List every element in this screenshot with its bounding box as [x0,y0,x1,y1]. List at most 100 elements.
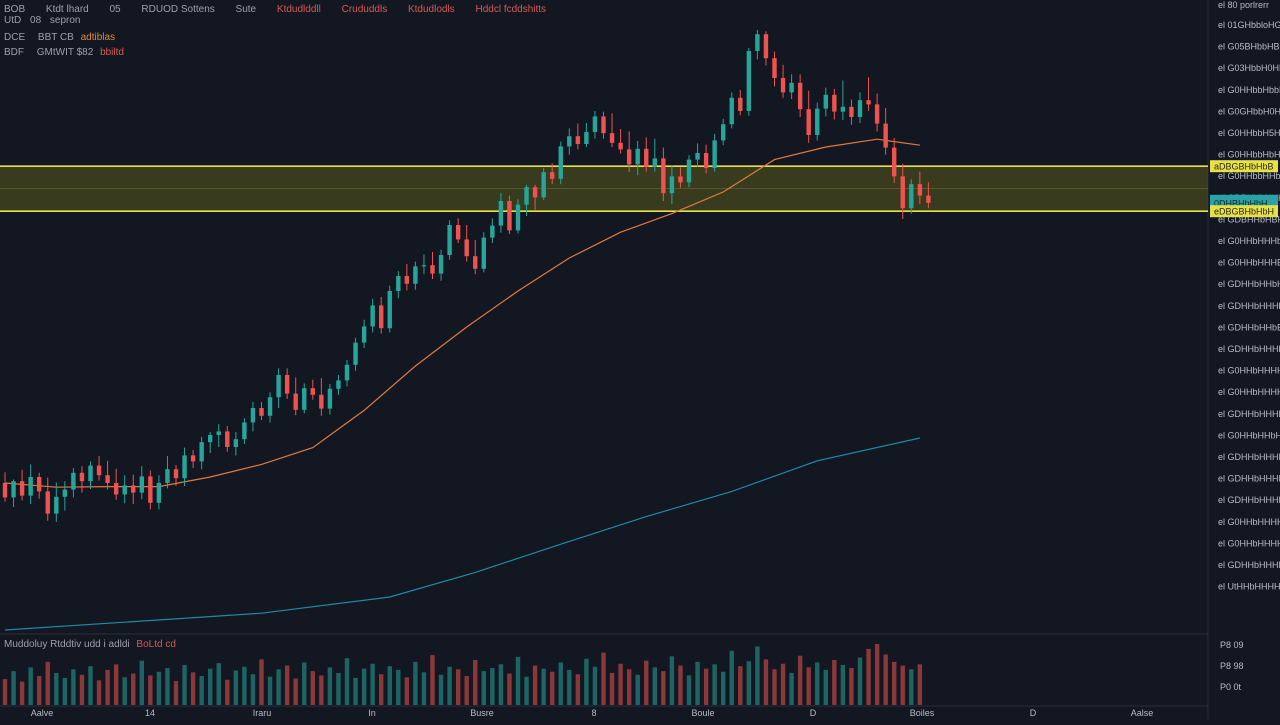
candle-body [780,78,786,93]
volume-bar [447,666,452,705]
price-axis-tick-label: el G0HHbHHHBH [1218,258,1280,268]
volume-bar [370,663,375,705]
candle-body [173,469,179,479]
candle-body [900,176,905,209]
time-axis-label: Aalse [1131,708,1154,718]
price-axis-tick-label: el GDHHbHHHHH [1218,495,1280,505]
candle-body [438,255,444,274]
candle-body [79,472,85,482]
volume-bar [909,669,914,705]
volume-bar [532,665,538,705]
candle-body [601,116,606,134]
candle-body [721,124,726,141]
volume-bar [481,671,486,705]
resistance-bottom-price-tag-bg [1210,205,1278,218]
header-row2-b: 08 [30,15,42,26]
candle-body [430,265,435,274]
candle-body [267,397,273,416]
candle-body [832,94,837,112]
candle-body [319,394,324,409]
time-axis-label: Boule [691,708,714,718]
price-axis-top-label: el 80 porlrerr [1218,0,1269,10]
candle-body [926,195,931,203]
volume-bar [763,659,769,705]
volume-bar [267,676,273,705]
candle-body [11,481,16,498]
volume-bar [738,666,743,705]
resistance-top-price-tag-bg [1210,160,1278,173]
volume-bar [404,677,410,705]
volume-bar [165,668,170,705]
volume-bar [832,660,837,705]
candle-body [840,106,846,112]
indicator-1-label: DCE [4,32,26,43]
candle-body [635,148,640,165]
volume-bar [353,677,358,705]
price-axis-tick-label: el GDHHbHHbHH [1218,279,1280,289]
candle-body [789,82,794,93]
price-axis-tick-label: el G0HHbHHHHH [1218,517,1280,527]
candle-body [45,491,50,514]
header-ohlc-open: Ktdudlddll [276,4,321,15]
header-exchange: Ktdt lhard [45,4,89,15]
candle-body [797,82,803,110]
candle-body [216,431,221,435]
candle-body [96,465,102,476]
candle-body [336,380,341,389]
volume-bar [695,661,700,705]
price-axis-tick-label: el GDHHbHHHHH [1218,474,1280,484]
indicator-1-value: BBT CB [37,32,74,43]
volume-bar [302,662,307,705]
volume-bar [592,666,598,705]
volume-bar [37,676,42,705]
candle-body [498,201,504,226]
volume-axis-label: P0 0t [1220,682,1242,692]
candle-body [703,153,709,168]
volume-bar [900,665,905,705]
candle-body [909,184,914,209]
candle-body [652,158,657,167]
candle-body [54,496,59,514]
candle-body [695,153,700,160]
price-axis-tick-label: el GDHHbHHbBH [1218,322,1280,332]
volume-bar [541,668,546,705]
volume-bar [438,674,444,705]
candle-body [806,109,811,135]
volume-bar [823,669,828,705]
candle-body [310,388,315,395]
volume-bar [131,673,136,705]
indicator-legend-1[interactable]: DCE BBT CB adtiblas [4,32,133,43]
candle-body [71,472,76,490]
price-axis-tick-label: el G0HHbHHHHH [1218,538,1280,548]
volume-axis-label: P8 09 [1220,640,1244,650]
volume-bar [558,662,563,705]
volume-bar [815,662,820,705]
candle-body [592,116,598,132]
volume-bar [421,672,427,705]
candle-body [550,172,555,179]
indicator-legend-2[interactable]: BDF GMtWIT $82 bbiltd [4,47,142,58]
header-row2-c: sepron [49,15,81,26]
volume-bar [96,680,102,705]
candle-body [62,489,68,497]
candle-body [344,364,350,381]
candle-body [669,176,675,194]
indicator-2-value: GMtWIT $82 [36,47,94,58]
candle-body [661,158,666,194]
candle-body [746,51,752,111]
volume-bar [259,659,264,705]
volume-bar [284,665,290,705]
volume-bar [156,671,162,705]
resistance-top-price-tag: aDBGBHbHbB [1214,162,1274,172]
price-axis-tick-label: el G0HHbbHHbH [1218,171,1280,181]
volume-bar [840,664,846,705]
volume-bar [857,657,863,705]
volume-bar [344,658,350,705]
volume-bar [216,663,221,705]
volume-legend[interactable]: Muddoluy Rtddtiv udd i adldi BoLtd cd [4,639,194,650]
price-axis-tick-label: el G0HHbbHbbB [1218,85,1280,95]
volume-bar [780,663,786,705]
volume-bar [122,677,127,705]
